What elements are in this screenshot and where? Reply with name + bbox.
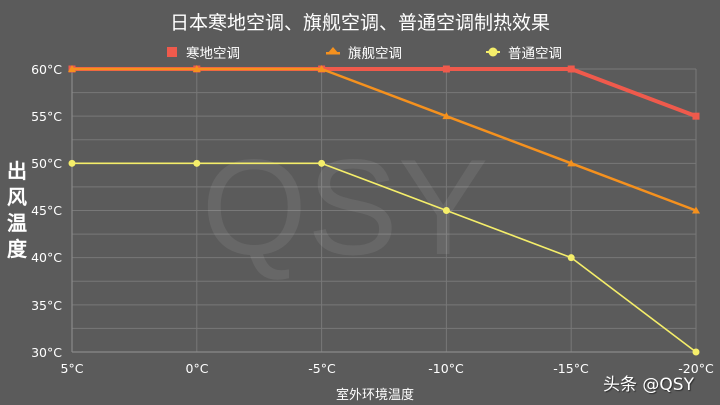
data-point-triangle-icon[interactable] xyxy=(68,65,76,72)
credit-label: 头条 @QSY xyxy=(603,375,694,395)
y-title-char: 温 xyxy=(7,211,27,235)
x-tick: -10°C xyxy=(428,361,464,376)
data-point-square-icon[interactable] xyxy=(442,65,450,73)
y-title-char: 出 xyxy=(7,159,27,183)
y-tick: 50°C xyxy=(31,156,62,171)
y-axis-title: 出 风 温 度 xyxy=(3,158,31,262)
y-title-char: 风 xyxy=(7,185,27,209)
x-axis-title: 室外环境温度 xyxy=(335,388,414,403)
chart-title: 日本寒地空调、旗舰空调、普通空调制热效果 xyxy=(169,12,550,34)
y-tick: 60°C xyxy=(31,62,62,77)
data-point-circle-icon[interactable] xyxy=(692,348,700,356)
data-point-circle-icon[interactable] xyxy=(567,254,575,262)
series-2 xyxy=(68,65,700,214)
data-point-triangle-icon[interactable] xyxy=(192,65,201,72)
y-tick: 55°C xyxy=(31,109,62,124)
x-tick: -5°C xyxy=(308,361,336,376)
y-tick: 45°C xyxy=(31,203,62,218)
legend-item-ordinary[interactable]: 普通空调 xyxy=(486,43,562,62)
data-point-circle-icon[interactable] xyxy=(68,159,76,167)
watermark: QSY xyxy=(201,131,488,283)
y-tick: 30°C xyxy=(31,345,62,360)
gridlines xyxy=(71,68,697,353)
circle-icon xyxy=(486,47,500,57)
y-title-char: 度 xyxy=(7,237,27,261)
data-point-triangle-icon[interactable] xyxy=(692,206,700,214)
series-3 xyxy=(68,159,700,356)
data-point-circle-icon[interactable] xyxy=(318,159,326,167)
data-point-circle-icon[interactable] xyxy=(442,207,450,214)
square-icon xyxy=(167,47,177,57)
data-point-circle-icon[interactable] xyxy=(193,159,201,167)
legend-item-cold-region[interactable]: 寒地空调 xyxy=(166,43,240,62)
x-tick: -15°C xyxy=(553,361,589,376)
y-tick: 40°C xyxy=(31,250,62,265)
legend-label: 寒地空调 xyxy=(186,46,240,62)
x-tick: 0°C xyxy=(185,361,209,376)
data-point-square-icon[interactable] xyxy=(692,112,700,120)
data-point-triangle-icon[interactable] xyxy=(442,112,451,120)
data-point-triangle-icon[interactable] xyxy=(317,65,326,72)
y-tick: 35°C xyxy=(31,298,62,313)
series-lines xyxy=(68,65,700,356)
data-point-square-icon[interactable] xyxy=(567,65,575,73)
triangle-icon xyxy=(326,47,340,55)
legend-item-flagship[interactable]: 旗舰空调 xyxy=(326,43,402,62)
legend-label: 旗舰空调 xyxy=(348,46,402,62)
legend-label: 普通空调 xyxy=(508,46,562,62)
data-point-triangle-icon[interactable] xyxy=(567,159,576,167)
x-tick: 5°C xyxy=(60,361,84,376)
x-tick: -20°C xyxy=(678,361,714,376)
